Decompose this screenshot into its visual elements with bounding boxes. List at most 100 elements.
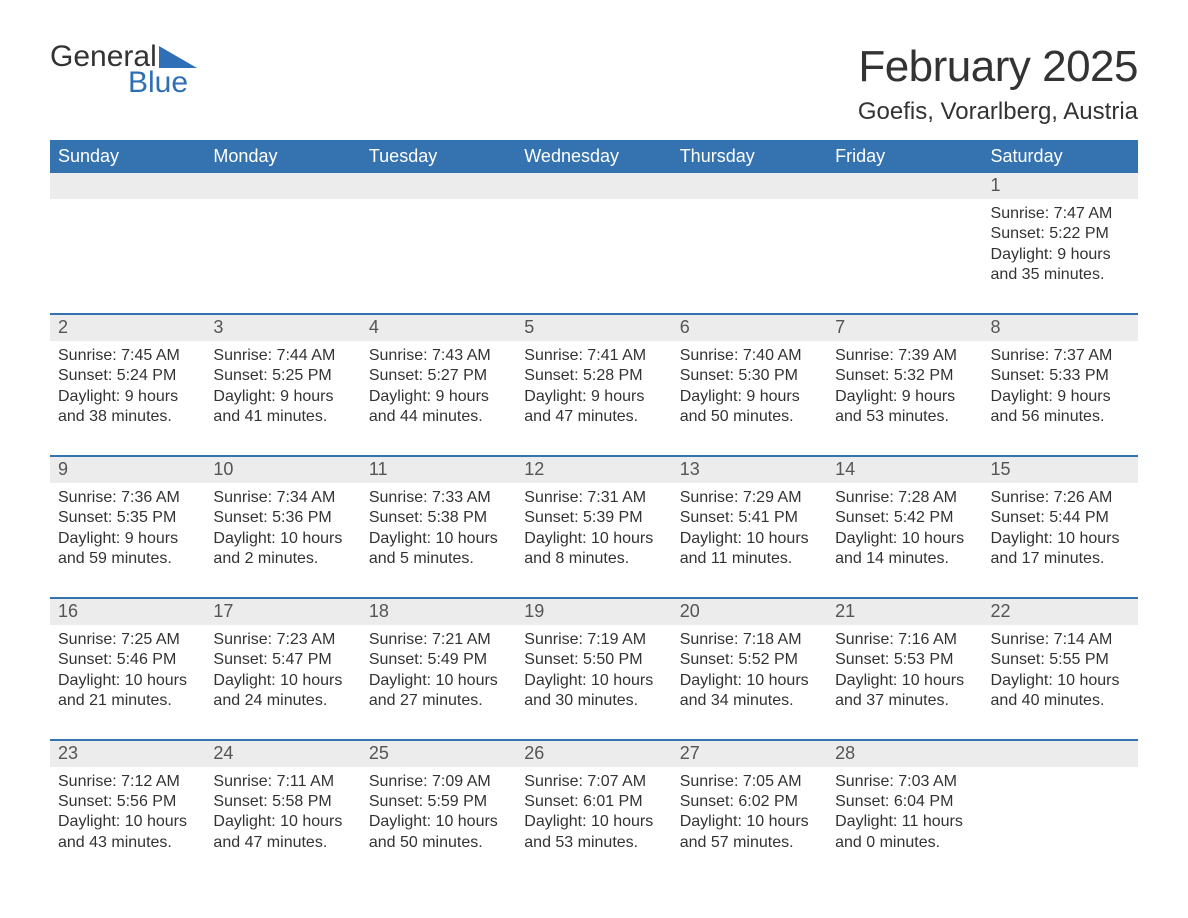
sunrise-text: Sunrise: 7:18 AM [680,630,817,650]
day-number: 7 [827,315,982,341]
daylight-text: Daylight: 11 hours and 0 minutes. [835,812,972,853]
day-number: 18 [361,599,516,625]
daylight-text: Daylight: 10 hours and 34 minutes. [680,671,817,712]
daylight-text: Daylight: 10 hours and 43 minutes. [58,812,195,853]
day-cell: Sunrise: 7:11 AMSunset: 5:58 PMDaylight:… [205,767,360,860]
daylight-text: Daylight: 10 hours and 8 minutes. [524,529,661,570]
daylight-text: Daylight: 10 hours and 5 minutes. [369,529,506,570]
sunrise-text: Sunrise: 7:05 AM [680,772,817,792]
day-cell [827,199,982,292]
day-cell [516,199,671,292]
sunrise-text: Sunrise: 7:29 AM [680,488,817,508]
day-cell: Sunrise: 7:43 AMSunset: 5:27 PMDaylight:… [361,341,516,434]
sunrise-text: Sunrise: 7:37 AM [991,346,1128,366]
day-number: 3 [205,315,360,341]
daylight-text: Daylight: 10 hours and 11 minutes. [680,529,817,570]
sunset-text: Sunset: 5:38 PM [369,508,506,528]
daynum-row: 9101112131415 [50,457,1138,483]
sunrise-text: Sunrise: 7:16 AM [835,630,972,650]
day-cell: Sunrise: 7:34 AMSunset: 5:36 PMDaylight:… [205,483,360,576]
sunset-text: Sunset: 5:56 PM [58,792,195,812]
location: Goefis, Vorarlberg, Austria [858,98,1138,126]
day-number: 12 [516,457,671,483]
sunrise-text: Sunrise: 7:12 AM [58,772,195,792]
sunrise-text: Sunrise: 7:21 AM [369,630,506,650]
day-number [516,173,671,199]
day-cell: Sunrise: 7:33 AMSunset: 5:38 PMDaylight:… [361,483,516,576]
sunrise-text: Sunrise: 7:43 AM [369,346,506,366]
day-cell: Sunrise: 7:07 AMSunset: 6:01 PMDaylight:… [516,767,671,860]
day-header: Thursday [672,140,827,173]
day-cell: Sunrise: 7:03 AMSunset: 6:04 PMDaylight:… [827,767,982,860]
day-number: 21 [827,599,982,625]
daynum-row: 1 [50,173,1138,199]
day-cell: Sunrise: 7:40 AMSunset: 5:30 PMDaylight:… [672,341,827,434]
daylight-text: Daylight: 9 hours and 53 minutes. [835,387,972,428]
day-cell: Sunrise: 7:28 AMSunset: 5:42 PMDaylight:… [827,483,982,576]
sunset-text: Sunset: 5:42 PM [835,508,972,528]
sunset-text: Sunset: 5:25 PM [213,366,350,386]
daylight-text: Daylight: 10 hours and 50 minutes. [369,812,506,853]
content-row: Sunrise: 7:47 AMSunset: 5:22 PMDaylight:… [50,199,1138,292]
daylight-text: Daylight: 10 hours and 2 minutes. [213,529,350,570]
day-number: 2 [50,315,205,341]
header: General Blue February 2025 Goefis, Vorar… [50,42,1138,126]
day-number [983,741,1138,767]
day-cell [50,199,205,292]
sunrise-text: Sunrise: 7:34 AM [213,488,350,508]
week-spacer [50,434,1138,456]
calendar-table: Sunday Monday Tuesday Wednesday Thursday… [50,140,1138,859]
week-spacer [50,292,1138,314]
daylight-text: Daylight: 10 hours and 30 minutes. [524,671,661,712]
sunset-text: Sunset: 5:30 PM [680,366,817,386]
day-cell: Sunrise: 7:05 AMSunset: 6:02 PMDaylight:… [672,767,827,860]
day-cell: Sunrise: 7:45 AMSunset: 5:24 PMDaylight:… [50,341,205,434]
daylight-text: Daylight: 10 hours and 57 minutes. [680,812,817,853]
sunset-text: Sunset: 5:50 PM [524,650,661,670]
daylight-text: Daylight: 10 hours and 47 minutes. [213,812,350,853]
day-header: Sunday [50,140,205,173]
day-cell [672,199,827,292]
day-number: 15 [983,457,1138,483]
daylight-text: Daylight: 9 hours and 44 minutes. [369,387,506,428]
sunset-text: Sunset: 5:53 PM [835,650,972,670]
day-header: Wednesday [516,140,671,173]
sunrise-text: Sunrise: 7:44 AM [213,346,350,366]
sunset-text: Sunset: 5:39 PM [524,508,661,528]
day-number: 17 [205,599,360,625]
sunset-text: Sunset: 5:46 PM [58,650,195,670]
sunset-text: Sunset: 5:35 PM [58,508,195,528]
sunrise-text: Sunrise: 7:14 AM [991,630,1128,650]
sunrise-text: Sunrise: 7:07 AM [524,772,661,792]
sunset-text: Sunset: 5:36 PM [213,508,350,528]
day-cell [983,767,1138,860]
day-header-row: Sunday Monday Tuesday Wednesday Thursday… [50,140,1138,173]
week-spacer [50,718,1138,740]
daylight-text: Daylight: 10 hours and 40 minutes. [991,671,1128,712]
day-number [205,173,360,199]
daylight-text: Daylight: 10 hours and 37 minutes. [835,671,972,712]
sunset-text: Sunset: 6:01 PM [524,792,661,812]
day-number: 11 [361,457,516,483]
day-number: 6 [672,315,827,341]
sunrise-text: Sunrise: 7:19 AM [524,630,661,650]
content-row: Sunrise: 7:12 AMSunset: 5:56 PMDaylight:… [50,767,1138,860]
day-number [50,173,205,199]
day-cell: Sunrise: 7:16 AMSunset: 5:53 PMDaylight:… [827,625,982,718]
daylight-text: Daylight: 10 hours and 24 minutes. [213,671,350,712]
sunrise-text: Sunrise: 7:09 AM [369,772,506,792]
day-number: 1 [983,173,1138,199]
day-cell [361,199,516,292]
sunrise-text: Sunrise: 7:03 AM [835,772,972,792]
sunrise-text: Sunrise: 7:33 AM [369,488,506,508]
day-number: 19 [516,599,671,625]
content-row: Sunrise: 7:25 AMSunset: 5:46 PMDaylight:… [50,625,1138,718]
day-header: Friday [827,140,982,173]
day-cell: Sunrise: 7:36 AMSunset: 5:35 PMDaylight:… [50,483,205,576]
sunrise-text: Sunrise: 7:40 AM [680,346,817,366]
logo-text-blue: Blue [128,68,197,98]
day-cell: Sunrise: 7:14 AMSunset: 5:55 PMDaylight:… [983,625,1138,718]
day-number: 13 [672,457,827,483]
day-cell: Sunrise: 7:39 AMSunset: 5:32 PMDaylight:… [827,341,982,434]
day-number: 14 [827,457,982,483]
